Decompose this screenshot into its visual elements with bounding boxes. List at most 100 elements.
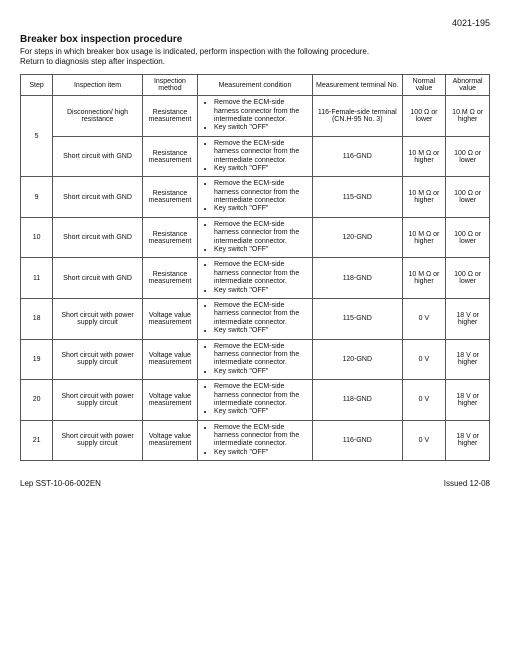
table-row: 5Disconnection/ high resistanceResistanc… [21, 96, 490, 137]
table-row: 9Short circuit with GNDResistance measur… [21, 177, 490, 218]
col-method: Inspection method [142, 75, 197, 96]
cell-normal: 0 V [402, 299, 446, 340]
cell-method: Resistance measurement [142, 217, 197, 258]
condition-bullet: Key switch "OFF" [214, 165, 309, 173]
condition-bullet: Remove the ECM-side harness connector fr… [214, 221, 309, 246]
cell-abnormal: 100 Ω or lower [446, 258, 490, 299]
col-terminal: Measurement terminal No. [312, 75, 402, 96]
cell-inspection-item: Short circuit with GND [53, 217, 143, 258]
cell-step: 10 [21, 217, 53, 258]
cell-normal: 10 M Ω or higher [402, 136, 446, 177]
cell-normal: 100 Ω or lower [402, 96, 446, 137]
page-footer: Lep SST-10-06-002EN Issued 12-08 [20, 479, 490, 488]
cell-method: Voltage value measurement [142, 380, 197, 421]
cell-method: Voltage value measurement [142, 299, 197, 340]
intro-line-1: For steps in which breaker box usage is … [20, 47, 369, 56]
table-row: 11Short circuit with GNDResistance measu… [21, 258, 490, 299]
cell-normal: 0 V [402, 339, 446, 380]
cell-condition: Remove the ECM-side harness connector fr… [198, 258, 313, 299]
cell-abnormal: 18 V or higher [446, 380, 490, 421]
table-row: 19Short circuit with power supply circui… [21, 339, 490, 380]
cell-method: Resistance measurement [142, 96, 197, 137]
cell-normal: 0 V [402, 380, 446, 421]
cell-inspection-item: Short circuit with GND [53, 177, 143, 218]
table-row: Short circuit with GNDResistance measure… [21, 136, 490, 177]
cell-terminal: 115-GND [312, 299, 402, 340]
col-condition: Measurement condition [198, 75, 313, 96]
cell-method: Resistance measurement [142, 177, 197, 218]
cell-inspection-item: Short circuit with GND [53, 258, 143, 299]
condition-bullet: Remove the ECM-side harness connector fr… [214, 261, 309, 286]
condition-bullet: Remove the ECM-side harness connector fr… [214, 302, 309, 327]
cell-step: 9 [21, 177, 53, 218]
cell-abnormal: 10 M Ω or higher [446, 96, 490, 137]
col-abnormal: Abnormal value [446, 75, 490, 96]
table-row: 20Short circuit with power supply circui… [21, 380, 490, 421]
table-row: 21Short circuit with power supply circui… [21, 420, 490, 461]
cell-step: 18 [21, 299, 53, 340]
cell-condition: Remove the ECM-side harness connector fr… [198, 299, 313, 340]
cell-abnormal: 18 V or higher [446, 420, 490, 461]
condition-bullet: Key switch "OFF" [214, 327, 309, 335]
cell-step: 5 [21, 96, 53, 177]
page-title: Breaker box inspection procedure [20, 34, 490, 45]
condition-bullet: Key switch "OFF" [214, 205, 309, 213]
footer-left: Lep SST-10-06-002EN [20, 479, 101, 488]
table-row: 10Short circuit with GNDResistance measu… [21, 217, 490, 258]
cell-normal: 10 M Ω or higher [402, 217, 446, 258]
cell-step: 19 [21, 339, 53, 380]
cell-abnormal: 100 Ω or lower [446, 177, 490, 218]
cell-condition: Remove the ECM-side harness connector fr… [198, 177, 313, 218]
condition-bullet: Remove the ECM-side harness connector fr… [214, 140, 309, 165]
cell-normal: 10 M Ω or higher [402, 258, 446, 299]
cell-terminal: 116-GND [312, 136, 402, 177]
cell-abnormal: 100 Ω or lower [446, 217, 490, 258]
cell-terminal: 115-GND [312, 177, 402, 218]
intro-text: For steps in which breaker box usage is … [20, 47, 490, 66]
condition-bullet: Remove the ECM-side harness connector fr… [214, 343, 309, 368]
cell-inspection-item: Short circuit with power supply circuit [53, 420, 143, 461]
cell-inspection-item: Short circuit with power supply circuit [53, 380, 143, 421]
cell-inspection-item: Short circuit with power supply circuit [53, 299, 143, 340]
cell-terminal: 116-GND [312, 420, 402, 461]
table-row: 18Short circuit with power supply circui… [21, 299, 490, 340]
cell-step: 11 [21, 258, 53, 299]
cell-abnormal: 18 V or higher [446, 339, 490, 380]
cell-abnormal: 18 V or higher [446, 299, 490, 340]
cell-normal: 0 V [402, 420, 446, 461]
table-header-row: Step Inspection item Inspection method M… [21, 75, 490, 96]
cell-condition: Remove the ECM-side harness connector fr… [198, 136, 313, 177]
cell-step: 21 [21, 420, 53, 461]
cell-method: Voltage value measurement [142, 339, 197, 380]
cell-inspection-item: Disconnection/ high resistance [53, 96, 143, 137]
page-number: 4021-195 [20, 18, 490, 28]
cell-inspection-item: Short circuit with GND [53, 136, 143, 177]
cell-terminal: 116-Female-side terminal (CN.H-95 No. 3) [312, 96, 402, 137]
intro-line-2: Return to diagnosis step after inspectio… [20, 57, 165, 66]
condition-bullet: Key switch "OFF" [214, 124, 309, 132]
condition-bullet: Remove the ECM-side harness connector fr… [214, 383, 309, 408]
condition-bullet: Remove the ECM-side harness connector fr… [214, 99, 309, 124]
cell-condition: Remove the ECM-side harness connector fr… [198, 217, 313, 258]
col-step: Step [21, 75, 53, 96]
col-normal: Normal value [402, 75, 446, 96]
cell-terminal: 118-GND [312, 380, 402, 421]
condition-bullet: Remove the ECM-side harness connector fr… [214, 424, 309, 449]
cell-condition: Remove the ECM-side harness connector fr… [198, 420, 313, 461]
footer-right: Issued 12-08 [444, 479, 490, 488]
condition-bullet: Key switch "OFF" [214, 246, 309, 254]
cell-step: 20 [21, 380, 53, 421]
cell-terminal: 120-GND [312, 217, 402, 258]
inspection-table: Step Inspection item Inspection method M… [20, 74, 490, 461]
cell-terminal: 120-GND [312, 339, 402, 380]
cell-terminal: 118-GND [312, 258, 402, 299]
condition-bullet: Key switch "OFF" [214, 449, 309, 457]
cell-method: Resistance measurement [142, 258, 197, 299]
cell-inspection-item: Short circuit with power supply circuit [53, 339, 143, 380]
cell-condition: Remove the ECM-side harness connector fr… [198, 96, 313, 137]
cell-method: Voltage value measurement [142, 420, 197, 461]
cell-condition: Remove the ECM-side harness connector fr… [198, 380, 313, 421]
cell-normal: 10 M Ω or higher [402, 177, 446, 218]
condition-bullet: Key switch "OFF" [214, 368, 309, 376]
condition-bullet: Key switch "OFF" [214, 408, 309, 416]
